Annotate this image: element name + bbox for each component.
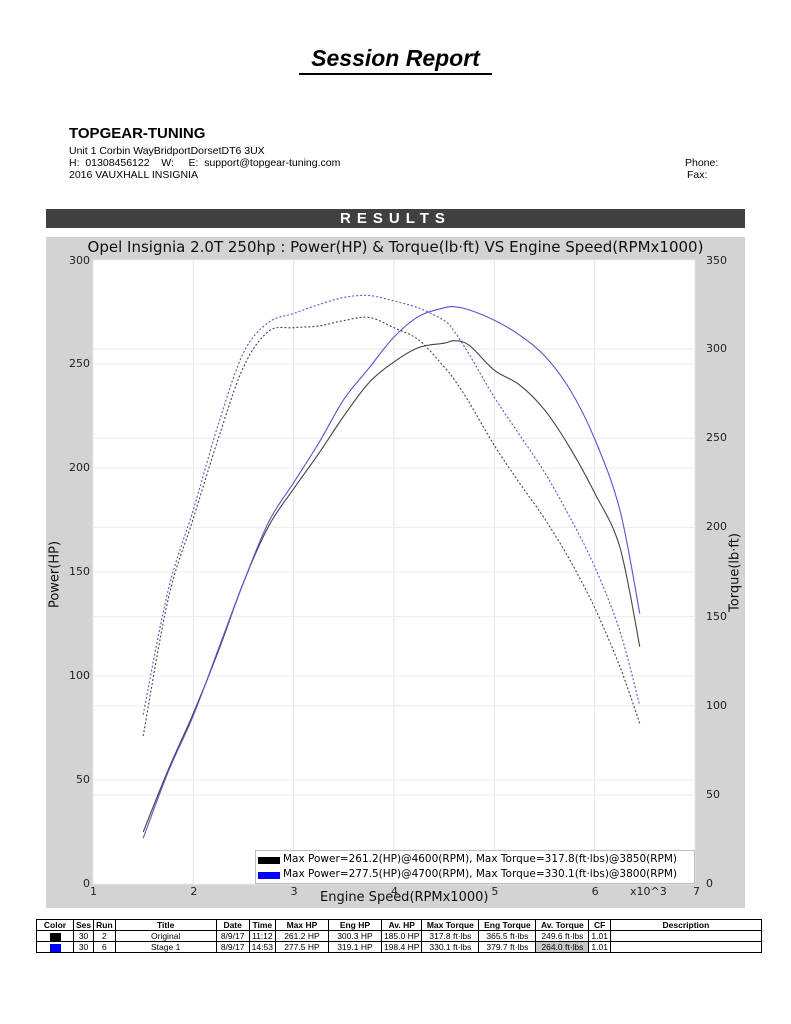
y2-tick-label: 200 xyxy=(706,520,727,534)
y2-tick-label: 100 xyxy=(706,698,727,712)
date-cell: 8/9/17 xyxy=(215,930,250,942)
y2-tick-label: 250 xyxy=(706,431,727,445)
time-cell: 11:12 xyxy=(248,930,276,942)
x-tick-label: 6 xyxy=(591,885,599,898)
table-header-row: Color Ses Run Title Date Time Max HP Eng… xyxy=(36,919,762,931)
col-time: Time xyxy=(248,919,276,931)
eng-hp-cell: 300.3 HP xyxy=(327,930,382,942)
av-torque-cell: 249.6 ft·lbs xyxy=(535,930,590,942)
x-tick-label: 5 xyxy=(491,885,499,898)
col-eng-torque: Eng Torque xyxy=(478,919,537,931)
series-line xyxy=(142,340,641,833)
grid-lines xyxy=(92,259,696,885)
table-row: 30 2 Original 8/9/17 11:12 261.2 HP 300.… xyxy=(36,930,762,942)
run-cell: 2 xyxy=(93,930,116,942)
legend-item-original: Max Power=261.2(HP)@4600(RPM), Max Torqu… xyxy=(256,852,694,866)
legend-item-stage1: Max Power=277.5(HP)@4700(RPM), Max Torqu… xyxy=(256,867,694,881)
max-hp-cell: 277.5 HP xyxy=(274,941,329,953)
y2-tick-label: 50 xyxy=(706,787,720,801)
description-cell xyxy=(609,941,762,953)
company-name: TOPGEAR-TUNING xyxy=(69,125,206,142)
y2-tick-label: 300 xyxy=(706,342,727,356)
y-tick-label: 200 xyxy=(69,461,90,474)
y2-tick-label: 150 xyxy=(706,609,727,623)
time-cell: 14:53 xyxy=(248,941,276,953)
av-hp-cell: 185.0 HP xyxy=(380,930,423,942)
company-contact: H: 01308456122 W: E: support@topgear-tun… xyxy=(69,157,341,169)
title-cell: Stage 1 xyxy=(114,941,217,953)
legend-text: Max Power=277.5(HP)@4700(RPM), Max Torqu… xyxy=(283,868,678,880)
legend-text: Max Power=261.2(HP)@4600(RPM), Max Torqu… xyxy=(283,853,678,865)
date-cell: 8/9/17 xyxy=(215,941,250,953)
results-table: Color Ses Run Title Date Time Max HP Eng… xyxy=(36,919,762,953)
run-cell: 6 xyxy=(93,941,116,953)
legend-swatch-blue xyxy=(258,872,280,879)
y-tick-label: 0 xyxy=(83,877,90,890)
col-av-hp: Av. HP xyxy=(380,919,423,931)
ses-cell: 30 xyxy=(72,941,95,953)
y2-tick-label: 350 xyxy=(706,254,727,267)
col-description: Description xyxy=(609,919,762,931)
x-tick-label: 1 xyxy=(90,885,97,898)
chart-legend: Max Power=261.2(HP)@4600(RPM), Max Torqu… xyxy=(255,850,695,884)
color-swatch xyxy=(49,932,61,941)
color-swatch xyxy=(49,943,61,952)
x-tick-label: 7 xyxy=(693,885,700,898)
y-tick-label: 300 xyxy=(69,254,90,267)
color-cell xyxy=(36,930,74,942)
eng-torque-cell: 365.5 ft·lbs xyxy=(478,930,537,942)
y-tick-label: 250 xyxy=(69,357,90,370)
cf-cell: 1.01 xyxy=(588,930,611,942)
vehicle-description: 2016 VAUXHALL INSIGNIA xyxy=(69,169,198,181)
y-axis-label: Power(HP) xyxy=(47,540,63,609)
y-tick-label: 100 xyxy=(69,669,90,682)
x-axis-label: Engine Speed(RPMx1000) xyxy=(320,890,489,905)
x-tick-label: 2 xyxy=(190,885,198,898)
series-line xyxy=(142,306,641,839)
company-address: Unit 1 Corbin WayBridportDorsetDT6 3UX xyxy=(69,145,265,157)
eng-hp-cell: 319.1 HP xyxy=(327,941,382,953)
col-max-torque: Max Torque xyxy=(421,919,480,931)
col-run: Run xyxy=(93,919,116,931)
max-torque-cell: 330.1 ft·lbs xyxy=(421,941,480,953)
series-line xyxy=(142,294,641,715)
max-hp-cell: 261.2 HP xyxy=(274,930,329,942)
y-tick-label: 50 xyxy=(76,773,90,786)
series-line xyxy=(142,316,641,737)
col-ses: Ses xyxy=(72,919,95,931)
col-color: Color xyxy=(36,919,74,931)
col-cf: CF xyxy=(588,919,611,931)
title-cell: Original xyxy=(114,930,217,942)
legend-swatch-black xyxy=(258,857,280,864)
report-title: Session Report xyxy=(299,44,492,75)
ses-cell: 30 xyxy=(72,930,95,942)
results-heading: RESULTS xyxy=(46,209,745,228)
col-max-hp: Max HP xyxy=(274,919,329,931)
y2-axis-label: Torque(lb·ft) xyxy=(727,533,743,612)
chart-title: Opel Insignia 2.0T 250hp : Power(HP) & T… xyxy=(87,238,704,256)
col-eng-hp: Eng HP xyxy=(327,919,382,931)
report-title-wrap: Session Report xyxy=(0,44,791,75)
x-tick-label: 3 xyxy=(290,885,298,898)
x-tick-label: 4 xyxy=(391,885,398,898)
y2-tick-label: 0 xyxy=(706,877,713,890)
col-av-torque: Av. Torque xyxy=(535,919,590,931)
cf-cell: 1.01 xyxy=(588,941,611,953)
series-lines xyxy=(142,294,641,839)
col-date: Date xyxy=(215,919,250,931)
description-cell xyxy=(609,930,762,942)
y-tick-label: 150 xyxy=(69,565,90,578)
av-hp-cell: 198.4 HP xyxy=(380,941,423,953)
fax-label: Fax: xyxy=(687,169,708,181)
phone-label: Phone: xyxy=(685,157,719,169)
eng-torque-cell: 379.7 ft·lbs xyxy=(478,941,537,953)
color-cell xyxy=(36,941,74,953)
table-row: 30 6 Stage 1 8/9/17 14:53 277.5 HP 319.1… xyxy=(36,941,762,953)
av-torque-cell: 264.0 ft·lbs xyxy=(535,941,590,953)
max-torque-cell: 317.8 ft·lbs xyxy=(421,930,480,942)
x-multiplier-label: x10^3 xyxy=(630,885,667,898)
col-title: Title xyxy=(114,919,217,931)
